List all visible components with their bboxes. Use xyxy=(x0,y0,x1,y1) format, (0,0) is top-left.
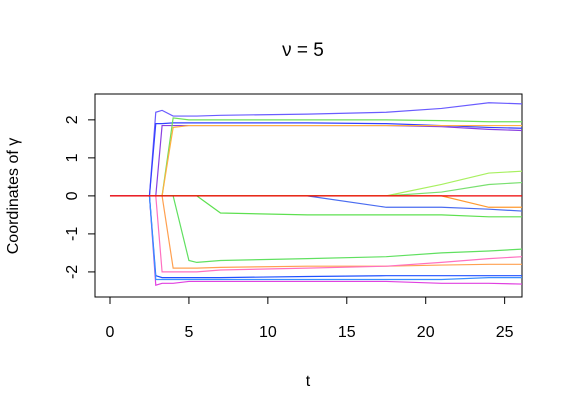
series-line xyxy=(109,170,523,197)
series-line xyxy=(109,195,522,281)
x-tick-label: 20 xyxy=(417,324,435,341)
x-tick-label: 15 xyxy=(338,324,356,341)
series-line xyxy=(109,117,522,197)
series-line xyxy=(109,124,522,197)
y-axis-label: Coordinates of γ xyxy=(5,138,22,255)
y-tick-label: 1 xyxy=(64,153,81,162)
series-line xyxy=(109,195,522,218)
y-tick-label: -1 xyxy=(64,227,81,241)
chart-title: ν = 5 xyxy=(282,40,324,61)
series-line xyxy=(109,181,523,197)
x-axis-label: t xyxy=(306,373,311,390)
y-tick-label: 2 xyxy=(64,115,81,124)
x-tick-label: 0 xyxy=(106,324,115,341)
x-tick-label: 10 xyxy=(259,324,277,341)
series-line xyxy=(109,195,522,269)
x-tick-label: 5 xyxy=(184,324,193,341)
y-tick-label: -2 xyxy=(64,265,81,279)
series-line xyxy=(109,195,523,212)
series-line xyxy=(109,195,523,264)
y-tick-label: 0 xyxy=(64,191,81,200)
series-line xyxy=(109,195,523,287)
x-tick-label: 25 xyxy=(496,324,514,341)
series-line xyxy=(109,102,523,197)
